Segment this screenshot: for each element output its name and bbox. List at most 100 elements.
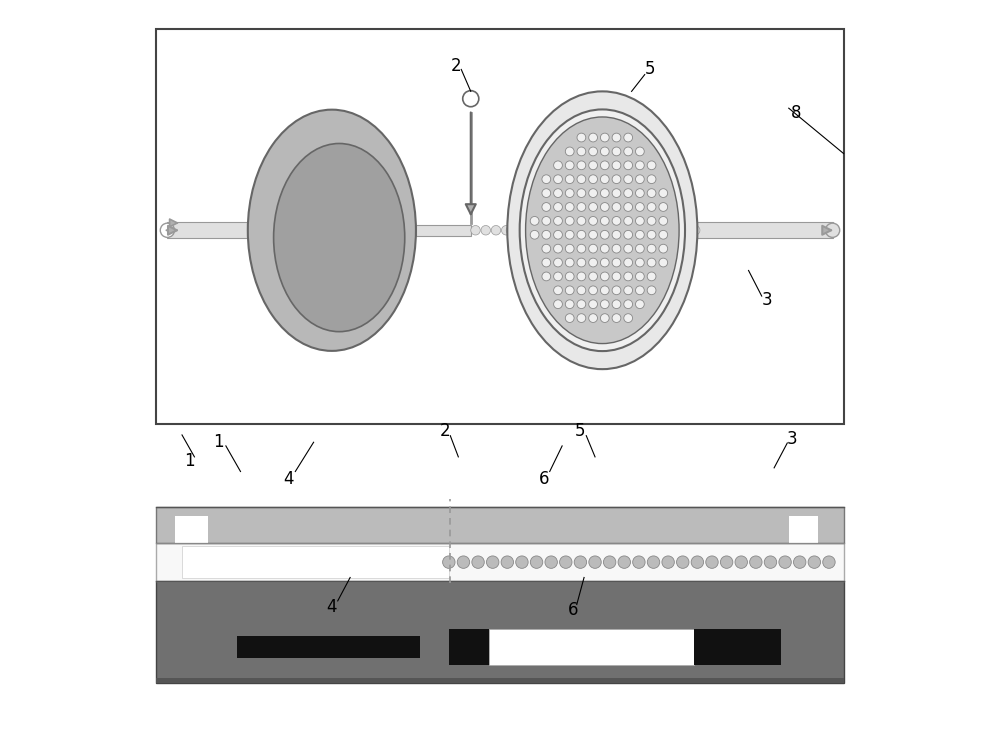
Circle shape — [624, 175, 633, 183]
Bar — [156, 543, 844, 581]
Circle shape — [600, 189, 609, 197]
Circle shape — [793, 556, 806, 569]
Circle shape — [624, 314, 633, 322]
Circle shape — [659, 230, 668, 239]
Circle shape — [577, 286, 586, 295]
Circle shape — [720, 556, 733, 569]
Circle shape — [589, 161, 597, 170]
Text: 1: 1 — [213, 433, 224, 451]
Circle shape — [533, 225, 542, 235]
Ellipse shape — [248, 110, 416, 351]
Circle shape — [624, 286, 633, 295]
Circle shape — [624, 161, 633, 170]
Circle shape — [589, 202, 597, 211]
Circle shape — [662, 556, 674, 569]
Circle shape — [542, 202, 551, 211]
Circle shape — [541, 225, 551, 235]
Ellipse shape — [507, 91, 697, 369]
Circle shape — [554, 300, 562, 308]
Circle shape — [545, 556, 557, 569]
Circle shape — [635, 175, 644, 183]
Circle shape — [577, 314, 586, 322]
Circle shape — [624, 189, 633, 197]
Circle shape — [565, 244, 574, 253]
Circle shape — [554, 286, 562, 295]
Circle shape — [515, 225, 524, 235]
Circle shape — [589, 216, 597, 225]
Circle shape — [530, 556, 543, 569]
Circle shape — [647, 556, 660, 569]
Circle shape — [565, 286, 574, 295]
Circle shape — [647, 286, 656, 295]
Bar — [237, 636, 420, 658]
Circle shape — [554, 244, 562, 253]
Circle shape — [635, 189, 644, 197]
Circle shape — [160, 223, 175, 238]
Bar — [697, 222, 833, 238]
Circle shape — [764, 556, 777, 569]
Circle shape — [750, 556, 762, 569]
Text: 5: 5 — [575, 423, 586, 440]
Circle shape — [612, 286, 621, 295]
Circle shape — [554, 272, 562, 281]
Circle shape — [635, 244, 644, 253]
Circle shape — [589, 314, 597, 322]
Circle shape — [565, 161, 574, 170]
Circle shape — [612, 133, 621, 142]
Circle shape — [542, 272, 551, 281]
Circle shape — [577, 244, 586, 253]
Circle shape — [589, 272, 597, 281]
Circle shape — [612, 161, 621, 170]
Bar — [156, 29, 844, 424]
Circle shape — [577, 258, 586, 267]
Circle shape — [647, 202, 656, 211]
Circle shape — [647, 216, 656, 225]
Text: 2: 2 — [440, 423, 450, 440]
Circle shape — [516, 556, 528, 569]
Circle shape — [624, 133, 633, 142]
Circle shape — [624, 230, 633, 239]
Circle shape — [635, 272, 644, 281]
Circle shape — [565, 147, 574, 156]
Bar — [694, 629, 781, 665]
Circle shape — [491, 225, 501, 235]
Circle shape — [589, 300, 597, 308]
Circle shape — [565, 258, 574, 267]
Circle shape — [611, 225, 621, 235]
Bar — [167, 222, 251, 238]
Circle shape — [624, 147, 633, 156]
Text: 6: 6 — [568, 602, 578, 619]
Bar — [156, 581, 844, 683]
Circle shape — [600, 286, 609, 295]
Circle shape — [554, 161, 562, 170]
Circle shape — [565, 216, 574, 225]
Circle shape — [554, 189, 562, 197]
Circle shape — [585, 225, 595, 235]
Circle shape — [659, 258, 668, 267]
Circle shape — [524, 225, 533, 235]
Circle shape — [554, 230, 562, 239]
Circle shape — [565, 189, 574, 197]
Circle shape — [618, 556, 630, 569]
Circle shape — [589, 286, 597, 295]
Circle shape — [600, 216, 609, 225]
Circle shape — [577, 216, 586, 225]
Circle shape — [647, 161, 656, 170]
Circle shape — [825, 223, 840, 238]
Circle shape — [624, 244, 633, 253]
Circle shape — [600, 202, 609, 211]
Circle shape — [808, 556, 821, 569]
Circle shape — [706, 556, 718, 569]
Text: 4: 4 — [283, 470, 293, 488]
Circle shape — [600, 314, 609, 322]
Circle shape — [635, 161, 644, 170]
Circle shape — [659, 189, 668, 197]
Circle shape — [577, 300, 586, 308]
Bar — [182, 546, 449, 578]
Circle shape — [612, 175, 621, 183]
Circle shape — [647, 230, 656, 239]
Circle shape — [691, 556, 704, 569]
Circle shape — [506, 225, 516, 235]
Circle shape — [565, 175, 574, 183]
Circle shape — [589, 556, 601, 569]
